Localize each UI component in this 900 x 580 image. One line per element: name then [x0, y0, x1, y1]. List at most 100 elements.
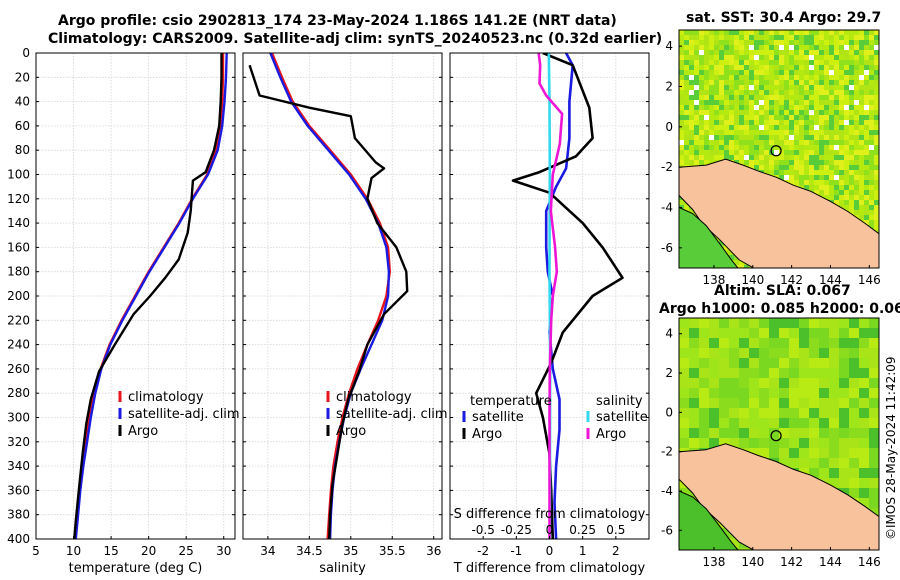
sat_sst_map-cell: [874, 110, 879, 116]
sat_sst_map-cell: [699, 110, 705, 116]
sat_sst_map-cell: [789, 95, 795, 101]
altim_sla_map-cell: [849, 468, 860, 479]
sat_sst_map-cell: [799, 155, 805, 161]
sat_sst_map-cell: [819, 30, 825, 36]
sat_sst_map-cell: [769, 60, 775, 66]
sat_sst_map-cell: [864, 135, 870, 141]
sat_sst_map-cell: [824, 105, 830, 111]
sat_sst_map-xtick-label: 146: [858, 273, 881, 287]
sat_sst_map-cell: [699, 45, 705, 51]
altim_sla_map-cell: [859, 488, 870, 499]
sat_sst_map-cell: [709, 135, 715, 141]
sat_sst_map-cell: [814, 90, 820, 96]
depth-tick-label: 260: [7, 362, 30, 376]
sat_sst_map-cell: [809, 35, 815, 41]
sat_sst_map-cell: [804, 105, 810, 111]
sat_sst_map-cell: [774, 55, 780, 61]
sat_sst_map-cell: [789, 35, 795, 41]
sat_sst_map-cell: [869, 215, 875, 221]
sat_sst_map-cell: [844, 90, 850, 96]
sat_sst_map-cell: [749, 120, 755, 126]
sat_sst_map-cell: [724, 40, 730, 46]
altim_sla_map-cell: [829, 328, 840, 339]
altim_sla_map-cell: [749, 398, 760, 409]
sat_sst_map-cell: [794, 165, 800, 171]
sat_sst_map-cell: [699, 105, 705, 111]
altim_sla_map-cell: [789, 368, 800, 379]
sat_sst_map-cell: [809, 150, 815, 156]
altim_sla_map-cell: [689, 348, 700, 359]
sat_sst_map-cell: [839, 165, 845, 171]
sat_sst_map-cell: [824, 155, 830, 161]
sat_sst_map-cell: [719, 135, 725, 141]
sat_sst_map-cell: [684, 160, 690, 166]
altim_sla_map-cell: [709, 368, 720, 379]
sat_sst_map-cell: [869, 175, 875, 181]
altim_sla_map-cell: [839, 468, 850, 479]
sat_sst_map-cell: [754, 90, 760, 96]
depth-tick-label: 400: [7, 532, 30, 546]
sat_sst_map-cell: [854, 135, 860, 141]
sat_sst_map-cell: [774, 45, 780, 51]
altim_sla_map-cell: [759, 398, 770, 409]
sat_sst_map-cell: [859, 100, 865, 106]
sat_sst_map-cell: [834, 195, 840, 201]
sat_sst_map-cell: [779, 165, 785, 171]
sat_sst_map-cell: [769, 95, 775, 101]
difference-top-tick-label: 0.5: [606, 523, 625, 537]
salinity-xtick-label: 36: [426, 544, 441, 558]
sat_sst_map-cell: [724, 45, 730, 51]
sat_sst_map-cell: [764, 160, 770, 166]
sat_sst_map-cell: [794, 155, 800, 161]
sat_sst_map-cell: [844, 140, 850, 146]
sat_sst_map-cell: [839, 180, 845, 186]
sat_sst_map-cell: [779, 135, 785, 141]
sat_sst_map-cell: [779, 30, 785, 36]
sat_sst_map-cell: [809, 90, 815, 96]
sat_sst_map-cell: [824, 75, 830, 81]
sat_sst_map-cell: [734, 110, 740, 116]
altim_sla_map-cell: [739, 548, 750, 550]
altim_sla_map-field: [679, 318, 879, 550]
sat_sst_map-cell: [844, 40, 850, 46]
sat_sst_map-cell: [814, 75, 820, 81]
sat_sst_map-cell: [689, 155, 695, 161]
sat_sst_map-cell: [734, 45, 740, 51]
sat_sst_map-cell: [864, 45, 870, 51]
sat_sst_map-cell: [799, 175, 805, 181]
sat_sst_map-cell: [839, 90, 845, 96]
sat_sst_map-cell: [849, 170, 855, 176]
altim_sla_map-cell: [769, 318, 780, 329]
sat_sst_map-cell: [699, 50, 705, 56]
sat_sst_map-cell: [789, 75, 795, 81]
sat_sst_map-cell: [719, 35, 725, 41]
altim_sla_map-cell: [799, 398, 810, 409]
sat_sst_map-cell: [854, 175, 860, 181]
altim_sla_map-cell: [849, 458, 860, 469]
sat_sst_map-cell: [684, 145, 690, 151]
sat_sst_map-cell: [824, 115, 830, 121]
sat_sst_map-cell: [874, 30, 879, 36]
sat_sst_map-cell: [869, 220, 875, 226]
sat_sst_map-cell: [849, 90, 855, 96]
sat_sst_map-cell: [779, 115, 785, 121]
sat_sst_map-cell: [844, 60, 850, 66]
sat_sst_map-cell: [859, 135, 865, 141]
sat_sst_map-cell: [704, 155, 710, 161]
sat_sst_map-cell: [824, 55, 830, 61]
sat_sst_map-cell: [859, 115, 865, 121]
sat_sst_map-cell: [869, 90, 875, 96]
sat_sst_map-cell: [699, 75, 705, 81]
sat_sst_map-cell: [804, 180, 810, 186]
sat_sst_map-cell: [854, 45, 860, 51]
sat_sst_map-cell: [844, 45, 850, 51]
sat_sst_map-cell: [694, 30, 700, 36]
sat_sst_map-cell: [864, 160, 870, 166]
salinity-xlabel: salinity: [319, 561, 366, 576]
sat_sst_map-cell: [779, 80, 785, 86]
sat_sst_map-cell: [744, 85, 750, 91]
sat_sst_map-cell: [799, 65, 805, 71]
altim_sla_map-cell: [679, 408, 690, 419]
sat_sst_map-cell: [834, 95, 840, 101]
sat_sst_map-cell: [859, 180, 865, 186]
